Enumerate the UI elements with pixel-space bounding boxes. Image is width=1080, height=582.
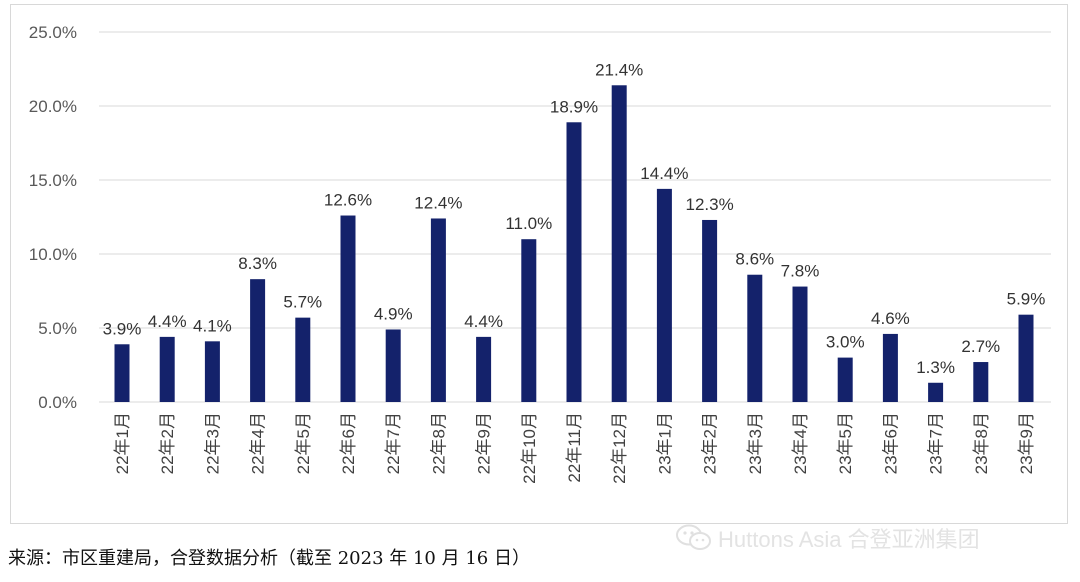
bar bbox=[159, 336, 175, 402]
watermark: Huttons Asia 合登亚洲集团 bbox=[676, 522, 980, 554]
y-tick-label: 20.0% bbox=[29, 97, 77, 116]
x-tick-label: 23年9月 bbox=[1017, 412, 1036, 474]
data-label: 4.4% bbox=[464, 312, 503, 331]
chart-frame: 0.0% 5.0% 10.0% 15.0% 20.0% 25.0% 3.9% 22年1月 4.4… bbox=[10, 4, 1068, 524]
y-tick-label: 10.0% bbox=[29, 245, 77, 264]
bar bbox=[114, 344, 130, 402]
data-label: 3.9% bbox=[103, 319, 142, 338]
bar bbox=[430, 218, 446, 402]
data-label: 4.1% bbox=[193, 316, 232, 335]
x-tick-label: 22年8月 bbox=[429, 412, 448, 474]
data-label: 7.8% bbox=[781, 262, 820, 281]
bar bbox=[204, 341, 220, 402]
bar bbox=[566, 122, 582, 402]
x-tick-label: 22年3月 bbox=[203, 412, 222, 474]
data-label: 12.6% bbox=[324, 191, 372, 210]
source-note: 来源：市区重建局，合登数据分析（截至 2023 年 10 月 16 日） bbox=[8, 548, 530, 569]
data-label: 5.9% bbox=[1007, 290, 1046, 309]
x-tick-label: 23年8月 bbox=[972, 412, 991, 474]
x-tick-label: 22年9月 bbox=[475, 412, 494, 474]
data-label: 12.4% bbox=[414, 193, 462, 212]
x-tick-label: 22年7月 bbox=[384, 412, 403, 474]
x-tick-label: 23年4月 bbox=[791, 412, 810, 474]
x-tick-label: 22年11月 bbox=[565, 412, 584, 483]
data-label: 8.3% bbox=[238, 254, 277, 273]
bar bbox=[656, 188, 672, 402]
data-label: 21.4% bbox=[595, 60, 643, 79]
x-tick-label: 22年12月 bbox=[610, 412, 629, 484]
bar bbox=[747, 274, 763, 402]
bar bbox=[1018, 314, 1034, 402]
x-tick-label: 22年6月 bbox=[339, 412, 358, 474]
x-tick-label: 23年6月 bbox=[881, 412, 900, 474]
bar bbox=[792, 286, 808, 402]
x-tick-label: 22年5月 bbox=[294, 412, 313, 474]
data-label: 4.9% bbox=[374, 304, 413, 323]
bar bbox=[385, 329, 401, 402]
data-label: 2.7% bbox=[961, 337, 1000, 356]
x-tick-label: 23年3月 bbox=[746, 412, 765, 474]
data-label: 8.6% bbox=[735, 250, 774, 269]
data-label: 4.4% bbox=[148, 312, 187, 331]
bar bbox=[250, 279, 266, 402]
bar-chart: 0.0% 5.0% 10.0% 15.0% 20.0% 25.0% 3.9% 22年1月 4.4… bbox=[29, 23, 1051, 484]
data-label: 1.3% bbox=[916, 358, 955, 377]
bar bbox=[837, 357, 853, 402]
bar bbox=[611, 85, 627, 402]
data-label: 11.0% bbox=[505, 214, 552, 233]
x-tick-label: 22年1月 bbox=[113, 412, 132, 474]
data-label: 18.9% bbox=[550, 97, 598, 116]
y-tick-label: 5.0% bbox=[38, 319, 77, 338]
watermark-text: Huttons Asia 合登亚洲集团 bbox=[718, 527, 980, 552]
bar bbox=[476, 336, 492, 402]
bar bbox=[882, 333, 898, 402]
data-label: 4.6% bbox=[871, 309, 910, 328]
x-tick-label: 22年2月 bbox=[158, 412, 177, 474]
data-label: 3.0% bbox=[826, 333, 865, 352]
bar bbox=[521, 239, 537, 402]
bar bbox=[928, 382, 944, 402]
x-tick-label: 22年4月 bbox=[249, 412, 268, 474]
x-tick-label: 23年7月 bbox=[927, 412, 946, 474]
data-label: 12.3% bbox=[685, 195, 733, 214]
x-tick-label: 22年10月 bbox=[520, 412, 539, 484]
bar bbox=[973, 362, 989, 402]
y-tick-label: 25.0% bbox=[29, 23, 77, 42]
data-label: 14.4% bbox=[640, 164, 688, 183]
bar bbox=[340, 215, 356, 402]
y-tick-label: 0.0% bbox=[38, 393, 77, 412]
x-tick-label: 23年1月 bbox=[655, 412, 674, 474]
data-label: 5.7% bbox=[283, 293, 322, 312]
x-tick-label: 23年2月 bbox=[701, 412, 720, 474]
x-tick-label: 23年5月 bbox=[836, 412, 855, 474]
y-tick-label: 15.0% bbox=[29, 171, 77, 190]
bar bbox=[295, 317, 311, 402]
bar bbox=[702, 219, 718, 402]
wechat-icon bbox=[676, 524, 711, 550]
